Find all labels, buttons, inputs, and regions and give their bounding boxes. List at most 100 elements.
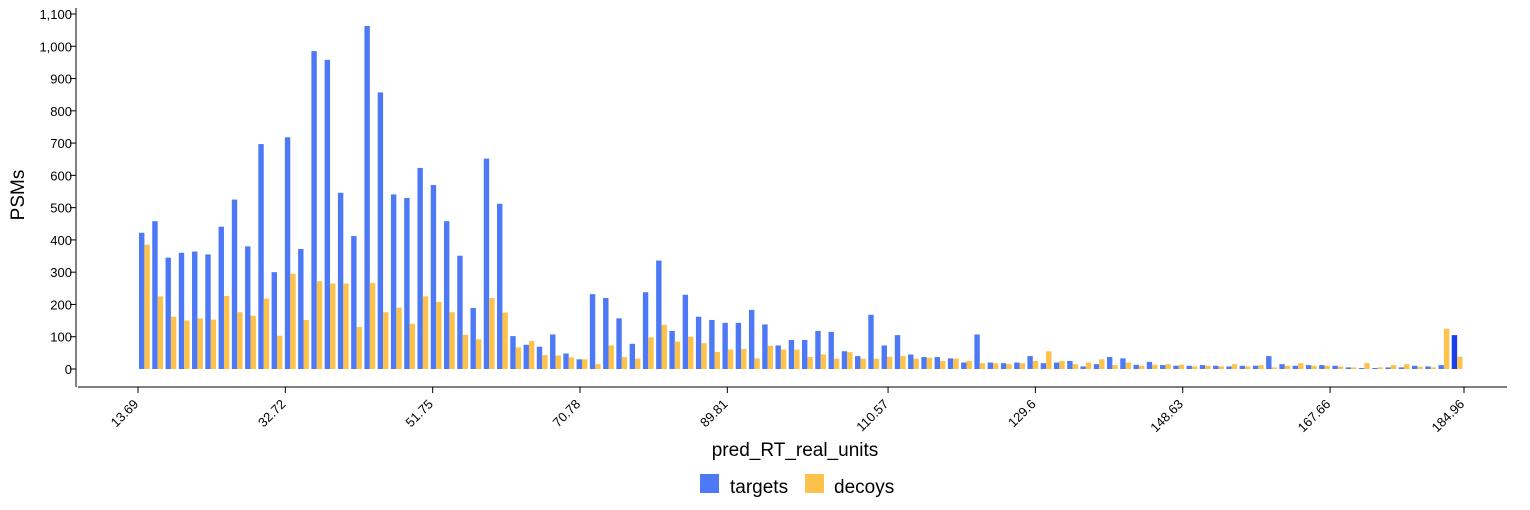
bar-decoys[interactable] <box>1271 367 1277 369</box>
bar-targets[interactable] <box>841 351 848 369</box>
bar-decoys[interactable] <box>847 352 853 369</box>
legend-swatch-targets[interactable] <box>700 474 719 493</box>
bar-targets[interactable] <box>1040 363 1047 369</box>
bar-decoys[interactable] <box>1311 365 1317 369</box>
bar-decoys[interactable] <box>1205 365 1211 369</box>
bar-decoys[interactable] <box>767 345 774 369</box>
bar-targets[interactable] <box>1173 365 1179 369</box>
bar-targets[interactable] <box>1146 361 1153 369</box>
bar-decoys[interactable] <box>316 281 323 369</box>
bar-targets[interactable] <box>656 260 662 369</box>
bar-decoys[interactable] <box>714 351 720 369</box>
bar-targets[interactable] <box>1160 365 1166 369</box>
bar-targets[interactable] <box>192 251 198 369</box>
bar-targets[interactable] <box>390 194 397 369</box>
bar-decoys[interactable] <box>648 337 654 369</box>
bar-decoys[interactable] <box>913 358 919 369</box>
bar-decoys[interactable] <box>1138 365 1145 369</box>
bar-decoys[interactable] <box>542 355 548 369</box>
bar-targets[interactable] <box>748 309 755 369</box>
bar-decoys[interactable] <box>502 312 508 369</box>
bar-decoys[interactable] <box>1324 365 1330 369</box>
bar-targets[interactable] <box>1226 366 1232 369</box>
bar-decoys[interactable] <box>1298 363 1304 369</box>
bar-targets[interactable] <box>921 357 927 369</box>
bar-targets[interactable] <box>417 167 423 369</box>
bar-targets[interactable] <box>245 246 251 369</box>
bar-targets[interactable] <box>510 336 516 369</box>
bar-decoys[interactable] <box>966 360 972 369</box>
bar-targets[interactable] <box>324 59 331 370</box>
bar-decoys[interactable] <box>1046 351 1052 369</box>
bar-targets[interactable] <box>603 298 609 369</box>
bar-decoys[interactable] <box>303 319 309 369</box>
bar-targets[interactable] <box>1213 365 1219 369</box>
bar-targets[interactable] <box>1372 368 1378 369</box>
bar-targets[interactable] <box>1332 365 1338 369</box>
bar-decoys[interactable] <box>1218 366 1224 369</box>
bar-decoys[interactable] <box>688 336 694 369</box>
bar-targets[interactable] <box>1000 363 1007 369</box>
bar-targets[interactable] <box>1398 367 1405 369</box>
bar-targets[interactable] <box>1053 362 1060 369</box>
bar-decoys[interactable] <box>953 358 959 369</box>
bar-targets[interactable] <box>497 203 503 369</box>
bar-targets[interactable] <box>218 226 224 369</box>
bar-targets[interactable] <box>629 343 636 369</box>
bar-decoys[interactable] <box>1430 367 1437 369</box>
bar-decoys[interactable] <box>1443 328 1450 369</box>
bar-targets[interactable] <box>139 232 145 369</box>
bar-decoys[interactable] <box>1085 362 1092 369</box>
bar-decoys[interactable] <box>754 358 760 369</box>
bar-targets[interactable] <box>1080 366 1086 369</box>
bar-decoys[interactable] <box>277 335 283 369</box>
bar-decoys[interactable] <box>1152 364 1158 369</box>
bar-decoys[interactable] <box>886 356 893 369</box>
bar-decoys[interactable] <box>1377 367 1383 369</box>
bar-targets[interactable] <box>1199 365 1206 369</box>
bar-decoys[interactable] <box>369 282 376 369</box>
bar-decoys[interactable] <box>330 283 336 369</box>
bar-targets[interactable] <box>669 330 675 369</box>
bar-targets[interactable] <box>1067 360 1073 369</box>
bar-decoys[interactable] <box>1258 365 1264 369</box>
bar-decoys[interactable] <box>926 357 933 369</box>
bar-decoys[interactable] <box>940 360 946 369</box>
bar-targets[interactable] <box>1014 362 1020 369</box>
bar-decoys[interactable] <box>833 358 840 369</box>
bar-targets[interactable] <box>1438 365 1444 369</box>
bar-decoys[interactable] <box>462 334 469 369</box>
bar-targets[interactable] <box>457 255 463 369</box>
bar-decoys[interactable] <box>807 357 813 369</box>
bar-targets[interactable] <box>1279 364 1285 369</box>
bar-targets[interactable] <box>815 330 821 369</box>
bar-decoys[interactable] <box>1006 364 1012 369</box>
bar-decoys[interactable] <box>475 339 482 369</box>
bar-decoys[interactable] <box>356 327 362 369</box>
bar-decoys[interactable] <box>581 359 588 369</box>
bar-targets[interactable] <box>443 221 450 369</box>
bar-targets[interactable] <box>576 359 582 369</box>
bar-decoys[interactable] <box>608 345 614 369</box>
bar-targets[interactable] <box>1133 364 1139 369</box>
legend-swatch-decoys[interactable] <box>805 474 824 493</box>
bar-targets[interactable] <box>695 316 702 369</box>
bar-targets[interactable] <box>404 197 410 369</box>
bar-decoys[interactable] <box>210 319 217 369</box>
bar-decoys[interactable] <box>409 323 415 369</box>
bar-decoys[interactable] <box>250 315 256 369</box>
bar-targets[interactable] <box>855 356 861 369</box>
bar-targets[interactable] <box>258 144 264 369</box>
bar-decoys[interactable] <box>900 356 906 369</box>
bar-decoys[interactable] <box>860 358 866 369</box>
bar-decoys[interactable] <box>794 349 800 369</box>
bar-targets[interactable] <box>1385 367 1391 369</box>
bar-decoys[interactable] <box>1165 364 1171 369</box>
bar-targets[interactable] <box>642 292 649 369</box>
bar-decoys[interactable] <box>1390 365 1397 369</box>
bar-targets[interactable] <box>762 324 768 369</box>
bar-decoys[interactable] <box>621 357 628 369</box>
bar-targets[interactable] <box>165 257 171 369</box>
bar-targets[interactable] <box>1411 365 1418 369</box>
bar-targets[interactable] <box>178 252 185 369</box>
